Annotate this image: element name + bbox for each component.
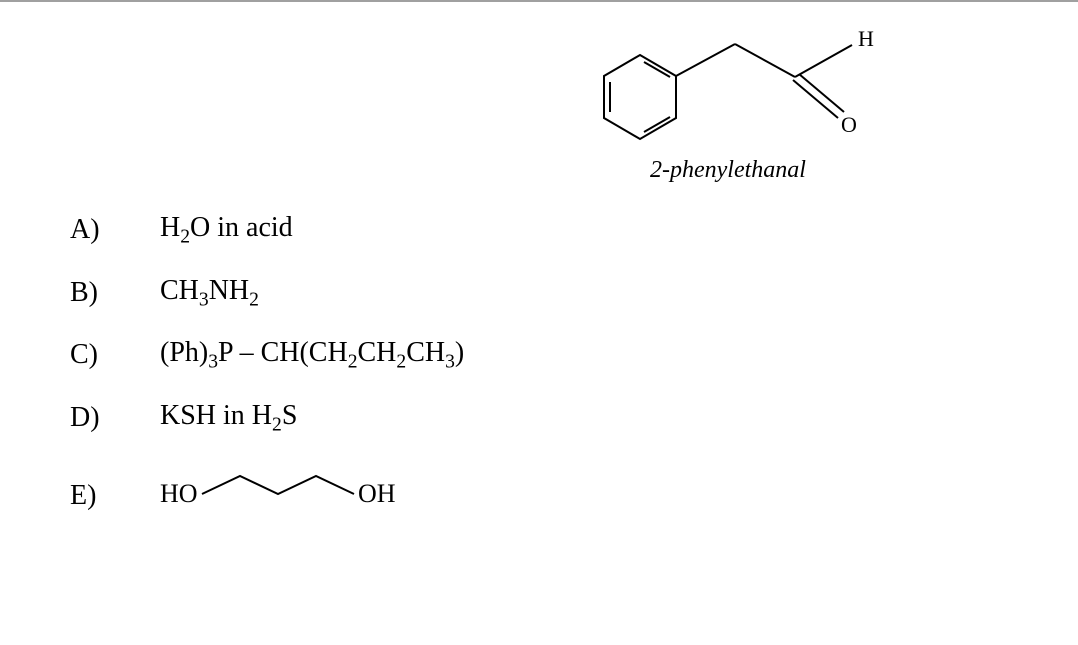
option-b: B) CH3NH2 xyxy=(70,275,464,312)
option-d: D) KSH in H2S xyxy=(70,400,464,437)
subscript: 3 xyxy=(199,289,209,310)
option-c-content: (Ph)3P – CH(CH2CH2CH3) xyxy=(160,337,464,374)
option-b-label: B) xyxy=(70,277,160,309)
text-frag: S xyxy=(282,400,298,431)
subscript: 2 xyxy=(272,414,282,435)
diol-svg: HO OH xyxy=(160,462,440,522)
text-frag: CH xyxy=(406,337,445,368)
text-frag: CH xyxy=(357,337,396,368)
subscript: 2 xyxy=(348,352,358,373)
compound-name: 2-phenylethanal xyxy=(650,157,806,184)
option-c-label: C) xyxy=(70,339,160,371)
diol-ho-label: HO xyxy=(160,479,198,508)
text-frag: ) xyxy=(455,337,464,368)
option-d-label: D) xyxy=(70,402,160,434)
subscript: 2 xyxy=(180,227,190,248)
option-a-content: H2O in acid xyxy=(160,212,293,249)
subscript: 3 xyxy=(445,352,455,373)
option-a-label: A) xyxy=(70,214,160,246)
option-e: E) HO OH xyxy=(70,462,464,530)
text-frag: H xyxy=(160,212,180,243)
text-frag: CH xyxy=(160,275,199,306)
text-frag: KSH in H xyxy=(160,400,272,431)
text-frag: NH xyxy=(209,275,249,306)
phenylethanal-svg: H O xyxy=(570,22,950,167)
text-frag: (Ph) xyxy=(160,337,208,368)
option-e-label: E) xyxy=(70,480,160,512)
text-frag: O in acid xyxy=(190,212,293,243)
option-c: C) (Ph)3P – CH(CH2CH2CH3) xyxy=(70,337,464,374)
subscript: 2 xyxy=(249,289,259,310)
option-d-content: KSH in H2S xyxy=(160,400,297,437)
option-e-content: HO OH xyxy=(160,462,440,530)
text-frag: P – CH(CH xyxy=(218,337,348,368)
atom-label-o: O xyxy=(841,112,857,137)
subscript: 3 xyxy=(208,352,218,373)
options-list: A) H2O in acid B) CH3NH2 C) (Ph)3P – CH(… xyxy=(70,212,464,556)
diol-oh-label: OH xyxy=(358,479,396,508)
subscript: 2 xyxy=(396,352,406,373)
option-a: A) H2O in acid xyxy=(70,212,464,249)
atom-label-h: H xyxy=(858,26,874,51)
option-b-content: CH3NH2 xyxy=(160,275,259,312)
